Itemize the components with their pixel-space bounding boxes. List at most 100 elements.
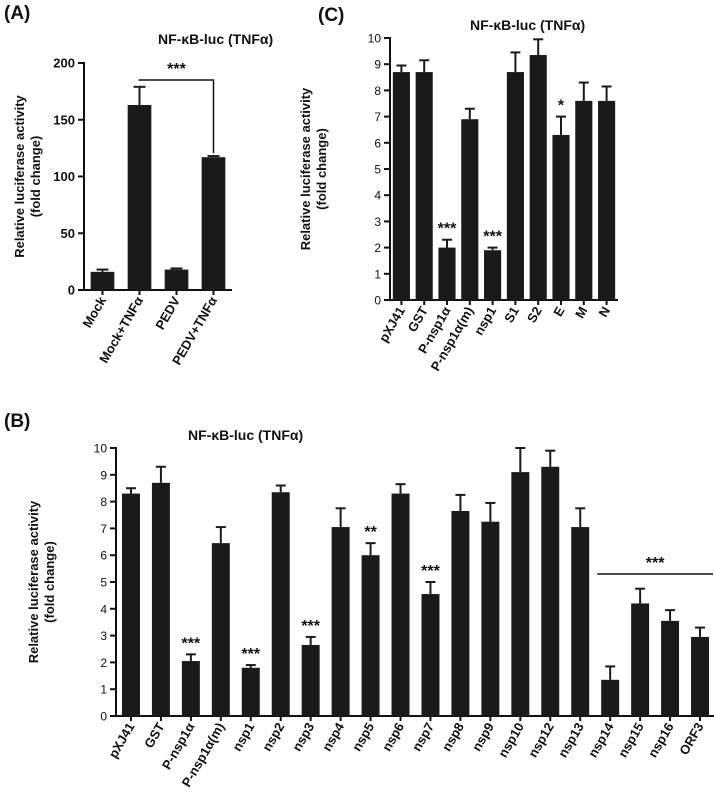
significance-label-c: *** xyxy=(438,221,457,238)
significance-label-b: ** xyxy=(364,524,377,541)
y-axis-label-a: (fold change) xyxy=(28,136,43,218)
significance-label-a: *** xyxy=(167,61,186,78)
chart-panel-c: NF-κB-luc (TNFα) Relative luciferase acti… xyxy=(298,17,618,373)
bar-b xyxy=(631,603,650,716)
significance-label-b: *** xyxy=(182,635,201,652)
y-tick-label-c: 8 xyxy=(374,84,381,98)
bar-b xyxy=(601,679,620,716)
x-tick-label-c: S2 xyxy=(524,304,545,325)
y-tick-label-b: 1 xyxy=(100,683,107,697)
y-tick-label-b: 3 xyxy=(100,629,107,643)
y-tick-label-c: 0 xyxy=(374,294,381,308)
y-tick-label-c: 7 xyxy=(374,110,381,124)
bar-b xyxy=(361,555,380,716)
y-tick-label-c: 9 xyxy=(374,58,381,72)
bar-c xyxy=(484,250,502,300)
bar-b xyxy=(211,543,230,716)
panel-label-a: (A) xyxy=(4,3,30,24)
y-tick-label-a: 100 xyxy=(53,169,75,184)
bar-c xyxy=(552,134,570,300)
y-tick-label-b: 10 xyxy=(94,442,108,456)
bar-a xyxy=(127,104,152,291)
y-tick-label-a: 0 xyxy=(68,283,75,298)
x-tick-label-b: nsp5 xyxy=(349,720,377,754)
x-tick-label-b: GST xyxy=(141,720,167,751)
x-tick-label-b: nsp9 xyxy=(469,720,497,754)
y-axis-label-b: Relative luciferase activity xyxy=(26,500,41,663)
x-tick-label-b: nsp6 xyxy=(379,720,407,754)
x-tick-label-b: pXJ41 xyxy=(105,720,137,761)
significance-label-b: *** xyxy=(646,555,665,572)
y-tick-label-b: 6 xyxy=(100,549,107,563)
bar-b xyxy=(481,521,500,716)
bar-a xyxy=(90,271,115,290)
x-tick-label-b: nsp15 xyxy=(615,720,647,760)
y-tick-label-b: 7 xyxy=(100,522,107,536)
bar-b xyxy=(121,493,140,716)
panel-label-c: (C) xyxy=(318,5,344,26)
bar-b xyxy=(181,661,200,716)
bar-c xyxy=(415,72,433,300)
bar-b xyxy=(421,594,440,716)
y-tick-label-a: 150 xyxy=(53,112,75,127)
x-tick-label-b: nsp2 xyxy=(259,720,287,754)
y-tick-label-a: 200 xyxy=(53,56,75,71)
y-tick-label-c: 1 xyxy=(374,267,381,281)
y-tick-label-c: 6 xyxy=(374,136,381,150)
x-tick-label-b: nsp10 xyxy=(495,720,527,760)
y-tick-label-b: 9 xyxy=(100,468,107,482)
y-tick-label-b: 4 xyxy=(100,602,107,616)
bar-b xyxy=(391,493,410,716)
y-tick-label-b: 2 xyxy=(100,656,107,670)
x-tick-label-b: nsp14 xyxy=(585,719,617,760)
x-tick-label-a: Mock xyxy=(79,293,109,330)
chart-title-c: NF-κB-luc (TNFα) xyxy=(470,17,585,33)
bar-b xyxy=(301,644,320,716)
bar-c xyxy=(392,72,410,300)
significance-label-b: *** xyxy=(241,646,260,663)
bar-a xyxy=(201,157,226,290)
y-tick-label-a: 50 xyxy=(61,226,75,241)
x-tick-label-b: nsp1 xyxy=(229,720,257,754)
x-tick-label-c: pXJ41 xyxy=(376,304,408,345)
y-axis-label-a: Relative luciferase activity xyxy=(12,94,27,257)
x-tick-label-a: PEDV xyxy=(152,294,183,332)
bar-b xyxy=(541,466,560,716)
y-tick-label-c: 2 xyxy=(374,241,381,255)
bar-b xyxy=(691,636,710,716)
y-axis-label-b: (fold change) xyxy=(42,541,57,623)
chart-title-a: NF-κB-luc (TNFα) xyxy=(158,31,273,47)
bar-c xyxy=(461,119,479,300)
bar-c xyxy=(438,247,456,300)
bar-c xyxy=(575,100,593,300)
chart-panel-b: NF-κB-luc (TNFα) Relative luciferase acti… xyxy=(26,427,714,789)
x-tick-label-b: nsp3 xyxy=(289,720,317,754)
x-tick-label-b: nsp8 xyxy=(439,720,467,754)
x-tick-label-b: ORF3 xyxy=(676,720,706,758)
significance-label-c: * xyxy=(558,98,565,115)
y-tick-label-c: 4 xyxy=(374,189,381,203)
panel-label-b: (B) xyxy=(4,411,30,432)
y-tick-label-c: 5 xyxy=(374,163,381,177)
x-tick-label-c: S1 xyxy=(501,304,522,325)
bar-b xyxy=(271,492,290,716)
x-tick-label-b: nsp12 xyxy=(525,720,557,760)
significance-label-c: *** xyxy=(483,229,502,246)
bar-b xyxy=(331,527,350,716)
y-tick-label-c: 3 xyxy=(374,215,381,229)
chart-title-b: NF-κB-luc (TNFα) xyxy=(188,427,303,443)
significance-label-b: *** xyxy=(421,563,440,580)
bar-b xyxy=(241,667,260,716)
bar-b xyxy=(511,472,530,716)
bar-c xyxy=(506,72,524,300)
bar-c xyxy=(598,100,616,300)
chart-panel-a: NF-κB-luc (TNFα) Relative luciferase acti… xyxy=(12,31,273,368)
significance-bracket-a xyxy=(138,79,215,154)
y-tick-label-b: 5 xyxy=(100,576,107,590)
y-tick-label-b: 0 xyxy=(100,710,107,724)
x-tick-label-c: N xyxy=(596,304,614,320)
x-tick-label-b: nsp4 xyxy=(319,719,348,753)
bar-c xyxy=(529,55,547,300)
x-tick-label-b: nsp16 xyxy=(645,720,677,760)
x-tick-label-c: M xyxy=(572,304,590,321)
